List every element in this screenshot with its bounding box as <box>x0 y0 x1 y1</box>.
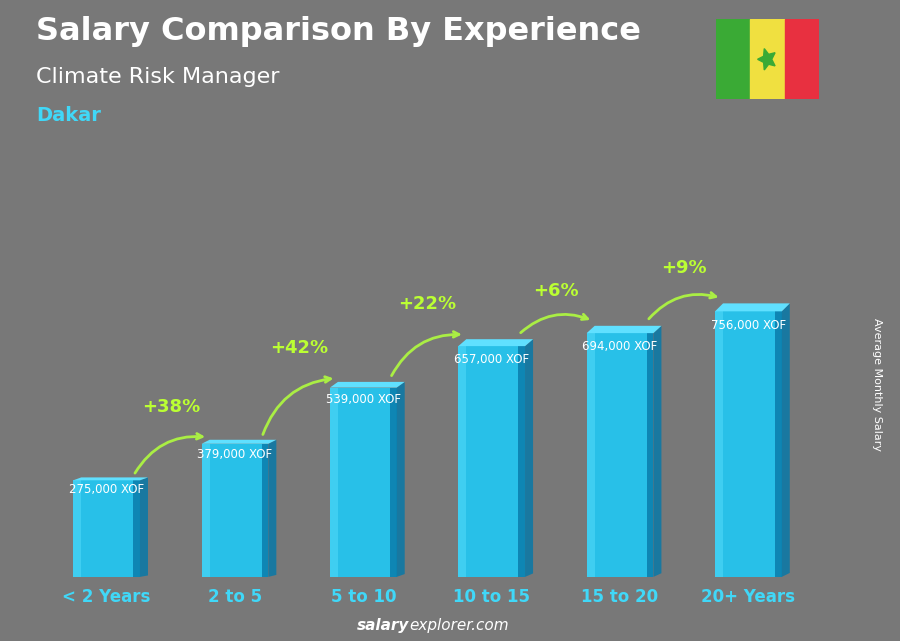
Polygon shape <box>715 303 790 312</box>
Bar <box>716 19 750 99</box>
Bar <box>785 19 819 99</box>
Bar <box>330 388 338 577</box>
Bar <box>647 333 653 577</box>
Bar <box>262 444 268 577</box>
Bar <box>202 444 210 577</box>
Polygon shape <box>330 382 405 388</box>
Polygon shape <box>202 440 276 444</box>
Polygon shape <box>140 478 148 577</box>
Polygon shape <box>587 326 662 333</box>
Text: explorer.com: explorer.com <box>410 619 509 633</box>
Bar <box>715 312 723 577</box>
Text: Climate Risk Manager: Climate Risk Manager <box>36 67 280 87</box>
Polygon shape <box>458 339 533 346</box>
Text: +6%: +6% <box>533 281 579 300</box>
Polygon shape <box>653 326 662 577</box>
Polygon shape <box>782 303 790 577</box>
Bar <box>133 480 140 577</box>
Bar <box>330 388 397 577</box>
Text: 539,000 XOF: 539,000 XOF <box>326 393 400 406</box>
Bar <box>390 388 397 577</box>
Bar <box>73 480 140 577</box>
Bar <box>458 346 466 577</box>
Text: salary: salary <box>357 619 410 633</box>
Text: 756,000 XOF: 756,000 XOF <box>711 319 786 332</box>
Polygon shape <box>525 339 533 577</box>
Polygon shape <box>758 49 775 70</box>
Bar <box>202 444 268 577</box>
Text: Dakar: Dakar <box>36 106 101 125</box>
Bar <box>587 333 653 577</box>
Bar <box>715 312 782 577</box>
Text: +9%: +9% <box>662 259 707 277</box>
Text: +42%: +42% <box>270 339 328 357</box>
Bar <box>750 19 785 99</box>
Bar <box>518 346 525 577</box>
Bar <box>775 312 782 577</box>
Text: Average Monthly Salary: Average Monthly Salary <box>872 318 883 451</box>
Bar <box>587 333 595 577</box>
Text: 379,000 XOF: 379,000 XOF <box>197 448 273 461</box>
Polygon shape <box>397 382 405 577</box>
Text: Salary Comparison By Experience: Salary Comparison By Experience <box>36 16 641 47</box>
Text: +22%: +22% <box>399 296 456 313</box>
Text: 275,000 XOF: 275,000 XOF <box>69 483 144 496</box>
Polygon shape <box>268 440 276 577</box>
Bar <box>458 346 525 577</box>
Text: 694,000 XOF: 694,000 XOF <box>582 340 658 353</box>
Text: +38%: +38% <box>141 398 200 416</box>
Polygon shape <box>73 478 148 480</box>
Text: 657,000 XOF: 657,000 XOF <box>454 353 529 366</box>
Bar <box>73 480 81 577</box>
